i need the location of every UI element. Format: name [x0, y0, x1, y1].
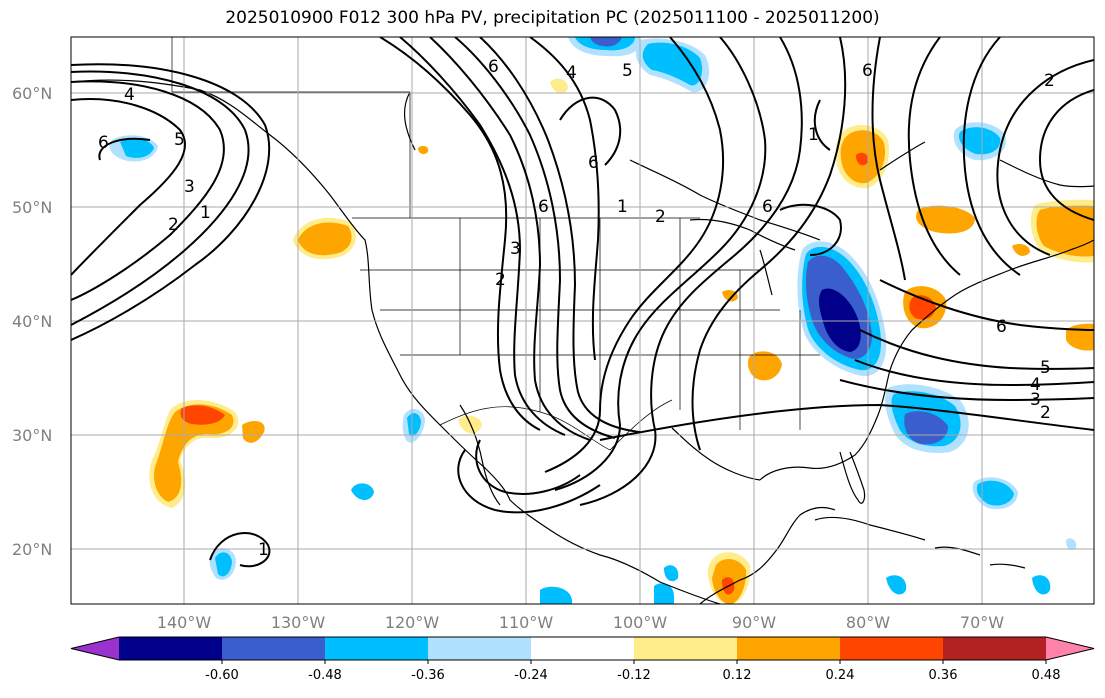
colorbar-extend-low [71, 637, 119, 660]
lon-label: 80°W [846, 613, 890, 632]
pv-label: 6 [862, 61, 873, 81]
pv-label: 5 [174, 130, 185, 150]
graticule [71, 37, 1094, 604]
pv-label: 4 [124, 85, 135, 105]
pv-contours [71, 37, 1094, 568]
colorbar-tick-label: 0.36 [929, 668, 958, 683]
pv-label: 2 [655, 207, 666, 227]
colorbar-segment [840, 637, 944, 660]
pv-label: 1 [808, 125, 819, 145]
map-frame [70, 36, 1095, 605]
lon-label: 130°W [271, 613, 326, 632]
colorbar-tick-label: 0.24 [826, 668, 855, 683]
lon-label: 70°W [960, 613, 1004, 632]
pv-label: 4 [1030, 375, 1041, 395]
lat-label: 20°N [12, 540, 52, 559]
pv-label: 6 [488, 57, 499, 77]
pv-label: 1 [200, 203, 211, 223]
latitude-labels: 60°N 50°N 40°N 30°N 20°N [12, 84, 52, 559]
colorbar-extend-high [1046, 637, 1094, 660]
longitude-labels: 140°W 130°W 120°W 110°W 100°W 90°W 80°W … [157, 613, 1004, 632]
colorbar-segment [222, 637, 326, 660]
lon-label: 90°W [732, 613, 776, 632]
pv-label: 6 [98, 133, 109, 153]
pv-label: 2 [168, 215, 179, 235]
map-title: 2025010900 F012 300 hPa PV, precipitatio… [225, 8, 880, 28]
colorbar-segment [119, 637, 223, 660]
colorbar-outline [70, 636, 1095, 661]
pv-label: 6 [996, 317, 1007, 337]
colorbar-segment [737, 637, 841, 660]
pv-label: 1 [258, 540, 269, 560]
pv-label: 3 [1030, 390, 1041, 410]
pv-label: 2 [1040, 403, 1051, 423]
colorbar-segment [634, 637, 738, 660]
colorbar-tick-label: 0.48 [1032, 668, 1061, 683]
pv-label: 4 [566, 63, 577, 83]
colorbar-segment [943, 637, 1047, 660]
lat-label: 50°N [12, 198, 52, 217]
colorbar: -0.60 -0.48 -0.36 -0.24 -0.12 0.12 0.24 0.36 0.4… [70, 636, 1095, 683]
colorbar-tick-label: 0.12 [723, 668, 752, 683]
lat-label: 30°N [12, 426, 52, 445]
precip-shading [109, 37, 1094, 604]
lon-label: 110°W [499, 613, 554, 632]
pv-label: 2 [1044, 71, 1055, 91]
lon-label: 100°W [613, 613, 668, 632]
pv-label: 1 [617, 197, 628, 217]
coastlines [71, 79, 1094, 604]
lat-label: 40°N [12, 312, 52, 331]
pv-label: 2 [495, 270, 506, 290]
lon-label: 140°W [157, 613, 212, 632]
pv-label: 6 [538, 197, 549, 217]
pv-label: 3 [510, 239, 521, 259]
colorbar-segment [531, 637, 635, 660]
colorbar-segment [325, 637, 429, 660]
colorbar-segment [428, 637, 532, 660]
pv-label: 5 [1040, 358, 1051, 378]
colorbar-tick-label: -0.36 [411, 668, 445, 683]
colorbar-tick-label: -0.60 [205, 668, 239, 683]
lat-label: 60°N [12, 84, 52, 103]
lon-label: 120°W [385, 613, 440, 632]
pv-label: 3 [184, 177, 195, 197]
pv-label: 6 [762, 197, 773, 217]
pv-contour-labels: 6 5 3 2 1 4 6 6 3 2 5 6 1 2 1 6 5 4 3 2 … [98, 57, 1055, 560]
colorbar-tick-label: -0.24 [514, 668, 548, 683]
pv-label: 5 [622, 61, 633, 81]
colorbar-tick-label: -0.12 [617, 668, 651, 683]
pv-label: 6 [588, 153, 599, 173]
colorbar-tick-label: -0.48 [308, 668, 342, 683]
